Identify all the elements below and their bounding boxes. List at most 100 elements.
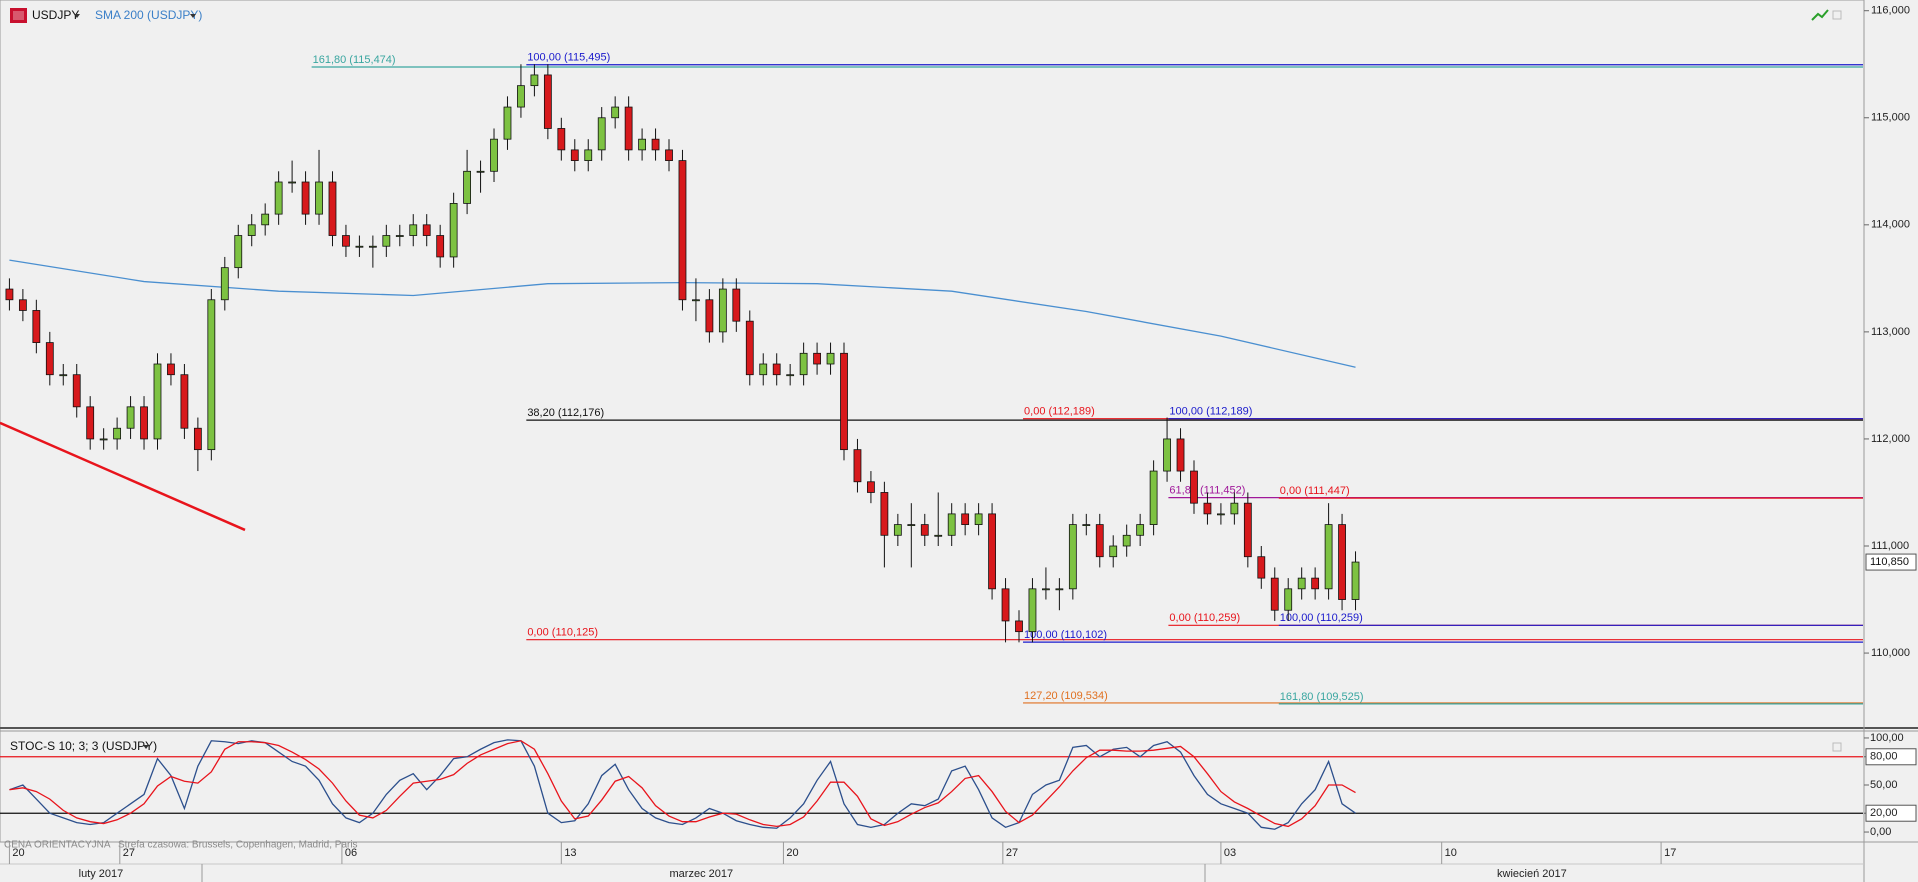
candle-body [907, 524, 916, 526]
candle-body [382, 235, 391, 247]
candle-body [1068, 524, 1077, 590]
candle-body [261, 213, 270, 226]
candle-body [5, 288, 14, 301]
candle-body [1203, 502, 1212, 515]
candle-body [705, 299, 714, 333]
window-button[interactable] [1832, 10, 1842, 20]
y-tick-label: 80,00 [1870, 751, 1898, 763]
candle-body [557, 128, 566, 151]
candle-body [678, 160, 687, 301]
indicator-title[interactable]: SMA 200 (USDJPY) [95, 8, 202, 22]
candle-body [880, 492, 889, 536]
y-tick-label: 20,00 [1870, 807, 1898, 819]
candle-body [113, 427, 122, 440]
candle-body [476, 170, 485, 173]
candle-body [72, 374, 81, 408]
candle-body [1095, 524, 1104, 558]
timezone-note: Strefa czasowa: Brussels, Copenhagen, Ma… [118, 840, 358, 851]
y-tick-label: 112,000 [1871, 433, 1910, 445]
x-tick-label: 17 [1664, 847, 1676, 859]
trend-icon[interactable] [1811, 9, 1829, 21]
y-tick-label: 50,00 [1870, 779, 1898, 791]
candle-body [611, 106, 620, 119]
dropdown-arrow[interactable] [190, 14, 196, 18]
candle-body [786, 374, 795, 377]
candle-body [1270, 577, 1279, 611]
last-price-label: 110,850 [1870, 556, 1909, 568]
fib-level-label: 61,80 (111,452) [1169, 485, 1245, 497]
candle-body [436, 235, 445, 258]
y-tick-label: 116,000 [1871, 5, 1910, 17]
candle-body [86, 406, 95, 440]
candle-body [355, 245, 364, 248]
candle-body [1230, 502, 1239, 515]
candle-body [1136, 524, 1145, 536]
fib-level-label: 161,80 (115,474) [313, 54, 396, 66]
candle-body [180, 374, 189, 429]
y-tick-label: 115,000 [1871, 112, 1910, 124]
y-tick-label: 100,00 [1870, 732, 1904, 744]
candle-body [45, 342, 54, 376]
candle-body [638, 138, 646, 151]
candle-body [1001, 588, 1010, 622]
candle-body [449, 203, 458, 258]
stochastic-title[interactable]: STOC-S 10; 3; 3 (USDJPY) [10, 739, 157, 753]
candle-body [759, 363, 768, 376]
fib-level-label: 100,00 (112,189) [1169, 406, 1252, 418]
fib-level-label: 127,20 (109,534) [1024, 690, 1108, 702]
candle-body [1190, 470, 1198, 504]
candle-body [920, 524, 929, 536]
candle-body [597, 117, 606, 151]
candle-body [543, 74, 552, 129]
x-tick-label: 13 [564, 847, 576, 859]
y-tick-label: 0,00 [1870, 826, 1891, 838]
x-tick-label: 03 [1224, 847, 1236, 859]
candle-body [1042, 588, 1050, 591]
trend-line [0, 421, 246, 532]
fib-level-label: 161,80 (109,525) [1280, 691, 1364, 703]
candle-body [893, 524, 902, 536]
symbol-title[interactable]: USDJPY [32, 8, 79, 22]
x-tick-label: 10 [1445, 847, 1457, 859]
candle-body [126, 406, 135, 429]
y-tick-label: 113,000 [1871, 326, 1910, 338]
candle-body [288, 181, 297, 184]
candle-body [368, 245, 377, 248]
candle-body [961, 513, 970, 525]
candle-body [732, 288, 741, 322]
window-button[interactable] [1832, 742, 1842, 752]
x-tick-label: 20 [786, 847, 798, 859]
candle-body [234, 235, 243, 269]
candle-body [1109, 545, 1118, 558]
candle-body [1176, 438, 1185, 472]
candle-body [328, 181, 337, 236]
candle-body [1028, 588, 1037, 633]
y-tick-label: 114,000 [1871, 219, 1910, 231]
month-label: luty 2017 [79, 868, 124, 880]
fib-level-label: 0,00 (111,447) [1280, 485, 1350, 497]
candle-body [974, 513, 983, 525]
fib-level-label: 0,00 (110,259) [1169, 612, 1240, 624]
candle-body [1122, 534, 1131, 547]
candle-body [99, 438, 108, 441]
fx-icon-detail [13, 11, 24, 20]
candle-body [934, 534, 943, 537]
fib-level-label: 100,00 (110,259) [1280, 612, 1363, 624]
candle-body [530, 74, 539, 87]
x-tick-label: 27 [1006, 847, 1018, 859]
candle-body [490, 138, 498, 172]
dropdown-arrow[interactable] [74, 14, 80, 18]
candle-body [1015, 620, 1023, 633]
candle-body [315, 181, 323, 215]
candle-body [651, 138, 660, 151]
dropdown-arrow[interactable] [143, 745, 149, 749]
candle-body [813, 352, 821, 365]
candle-body [624, 106, 633, 151]
candle-body [395, 235, 404, 237]
candle-body [1082, 524, 1091, 526]
candle-body [342, 235, 350, 247]
candle-body [799, 352, 808, 376]
fx-icon[interactable] [10, 8, 27, 23]
stoch-line [9, 740, 1356, 828]
